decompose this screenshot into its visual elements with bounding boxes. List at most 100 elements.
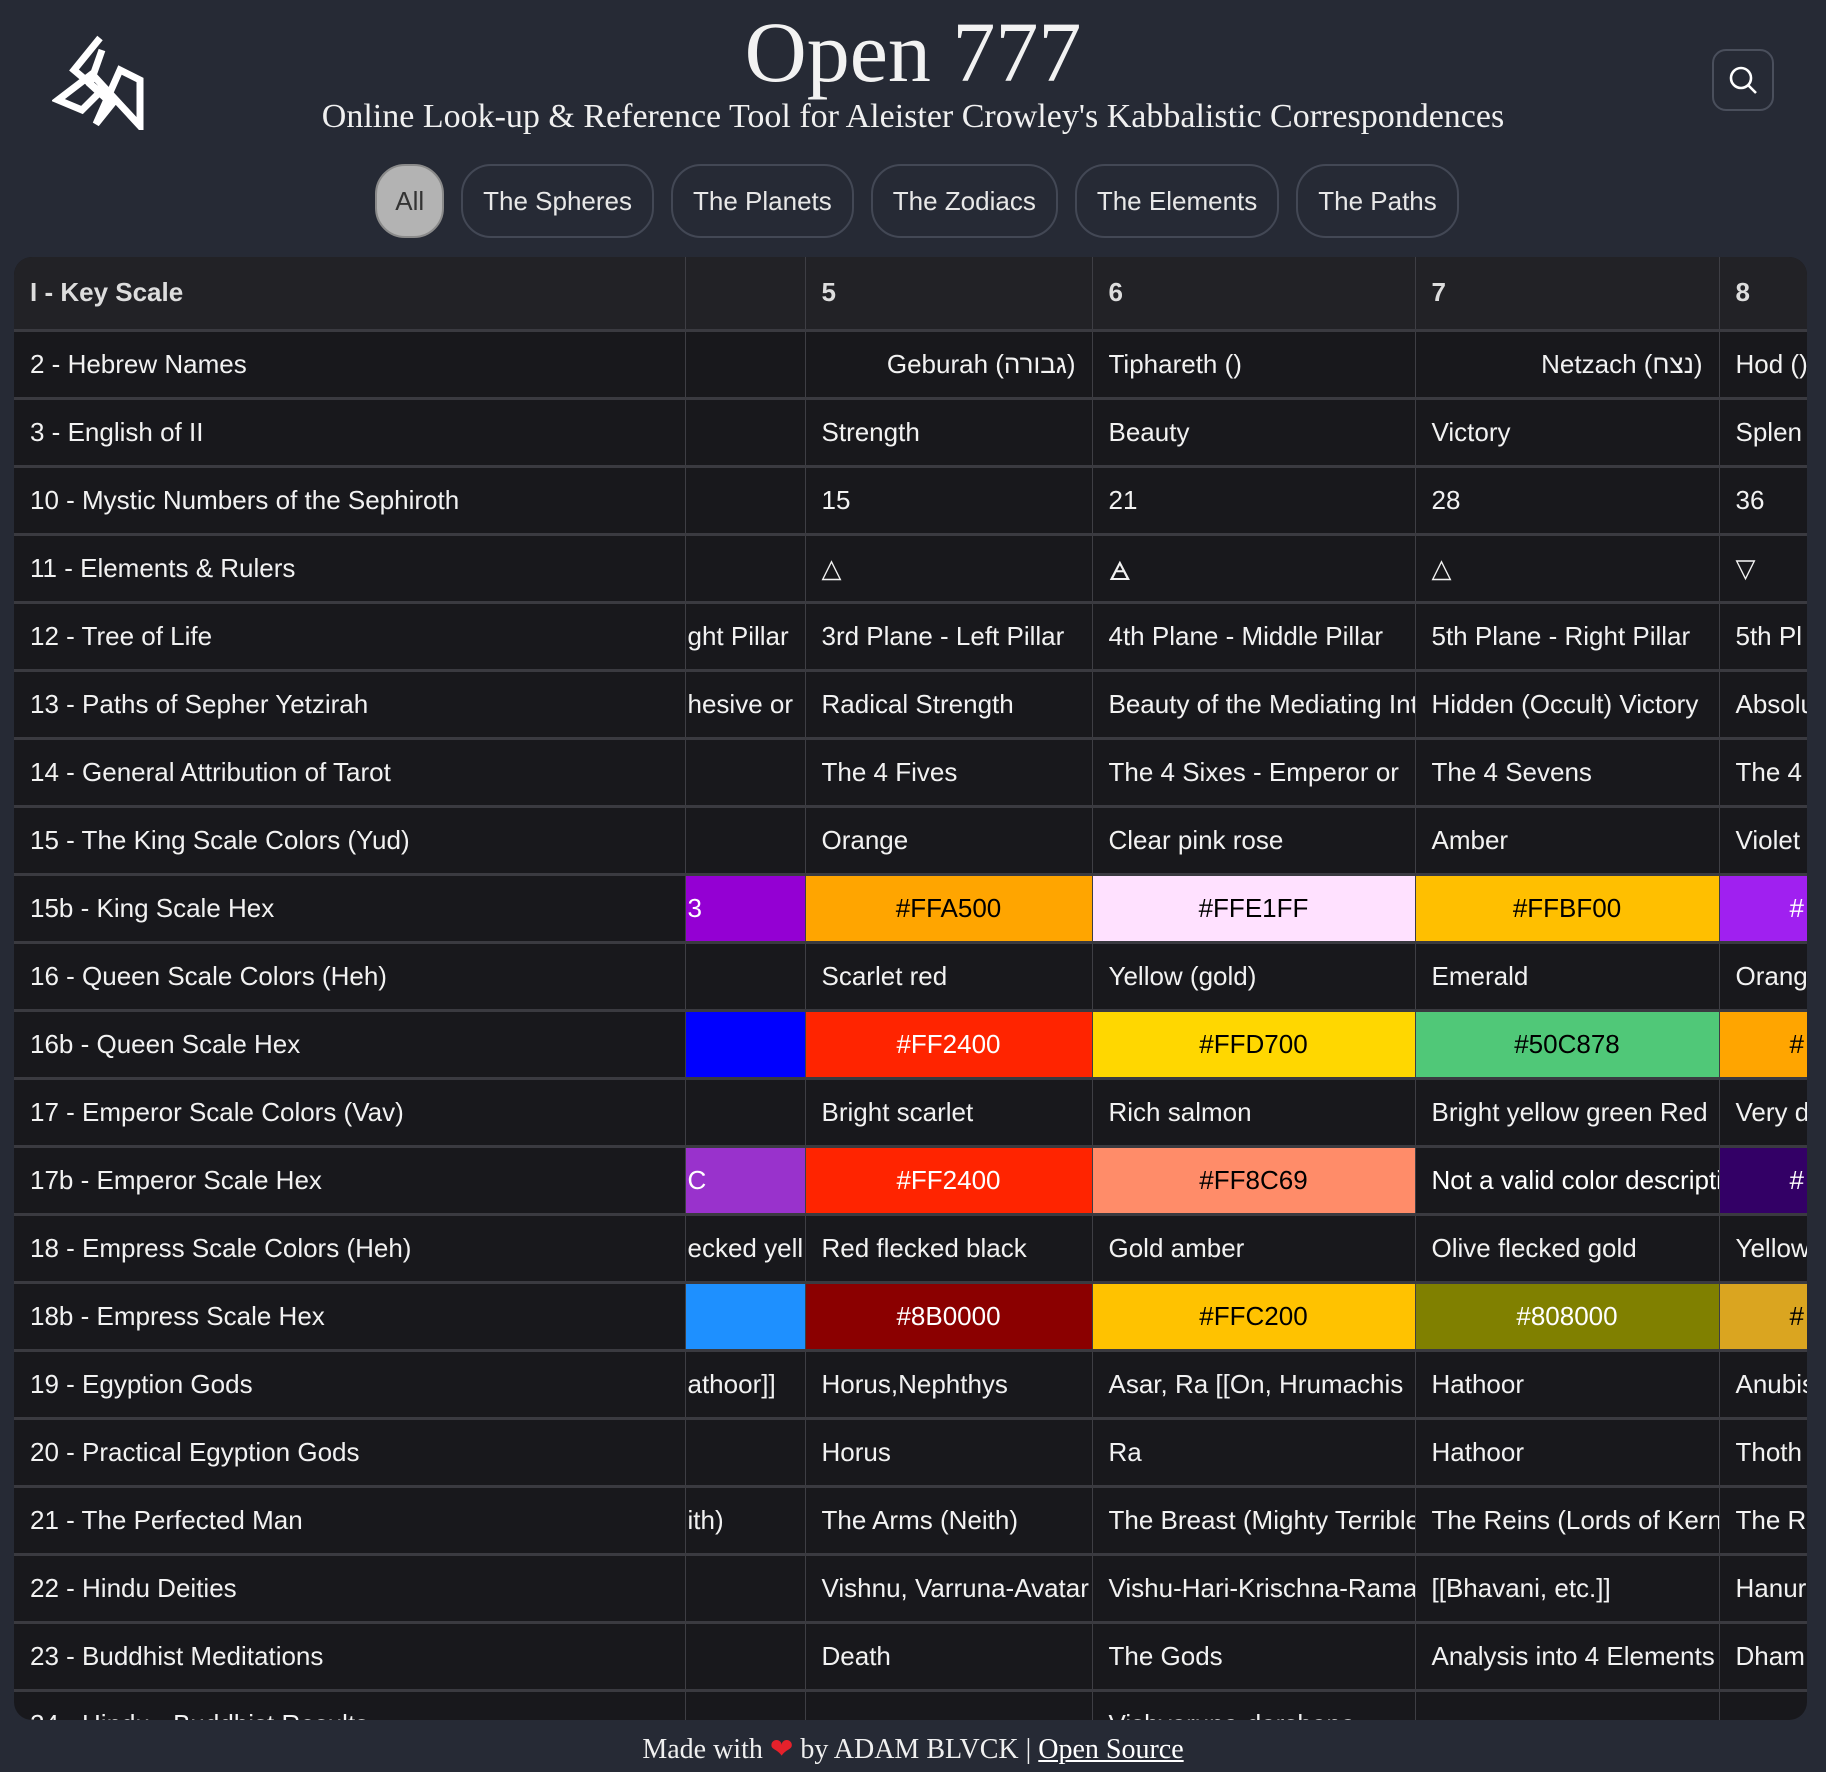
table-cell: Victory — [1414, 398, 1719, 468]
correspondence-table: I - Key Scale 5 6 7 8 2 - Hebrew Names Gebura… — [14, 257, 1807, 1720]
table-cell: Ra — [1091, 1418, 1415, 1488]
app-title: Open 777 — [744, 4, 1082, 100]
table-cell: Very d — [1718, 1078, 1807, 1148]
table-cell: Hanur — [1718, 1554, 1807, 1624]
table-cell: Hathoor — [1414, 1418, 1719, 1488]
table-cell: 15 — [804, 466, 1092, 536]
table-cell — [684, 330, 805, 400]
color-swatch-cell: #FFBF00 — [1414, 874, 1719, 944]
table-cell: The Arms (Neith) — [804, 1486, 1092, 1556]
table-row: 24 - Hindu - Buddhist Results Vishvaruna-… — [14, 1690, 1807, 1720]
tab-spheres[interactable]: The Spheres — [461, 164, 655, 238]
table-header-row: I - Key Scale 5 6 7 8 — [14, 257, 1807, 332]
color-swatch-cell: 3 — [684, 874, 805, 944]
row-label: 21 - The Perfected Man — [14, 1486, 685, 1556]
table-cell: Clear pink rose — [1091, 806, 1415, 876]
row-label: 12 - Tree of Life — [14, 602, 685, 672]
search-button[interactable] — [1712, 49, 1774, 111]
table-row: 11 - Elements & Rulers △ 🜁 △ ▽ — [14, 534, 1807, 604]
table-cell: Strength — [804, 398, 1092, 468]
table-row: 20 - Practical Egyption Gods Horus Ra Hatho… — [14, 1418, 1807, 1488]
table-cell: Vishnu, Varruna-Avatar — [804, 1554, 1092, 1624]
open-source-link[interactable]: Open Source — [1038, 1734, 1184, 1765]
row-label: 15b - King Scale Hex — [14, 874, 685, 944]
table-cell: ▽ — [1718, 534, 1807, 604]
tab-zodiacs[interactable]: The Zodiacs — [870, 164, 1058, 238]
table-cell: Amber — [1414, 806, 1719, 876]
table-cell: Vishu-Hari-Krischna-Rama — [1091, 1554, 1415, 1624]
table-row: 3 - English of II Strength Beauty Victory Sp… — [14, 398, 1807, 468]
correspondence-table-scroll[interactable]: I - Key Scale 5 6 7 8 2 - Hebrew Names Gebura… — [14, 257, 1807, 1720]
table-cell: The 4 — [1718, 738, 1807, 808]
table-cell — [1414, 1690, 1719, 1720]
color-swatch-cell: # — [1718, 874, 1807, 944]
table-row: 12 - Tree of Life ght Pillar 3rd Plane - L… — [14, 602, 1807, 672]
table-row: 15b - King Scale Hex 3 #FFA500 #FFE1FF #FFBF… — [14, 874, 1807, 944]
table-cell: Hod () — [1718, 330, 1807, 400]
footer: Made with ❤ by ADAM BLVCK | Open Source — [0, 1732, 1826, 1766]
table-cell: Death — [804, 1622, 1092, 1692]
table-cell: Dham — [1718, 1622, 1807, 1692]
row-label: 11 - Elements & Rulers — [14, 534, 685, 604]
color-swatch-cell: # — [1718, 1282, 1807, 1352]
table-cell — [684, 1690, 805, 1720]
row-label: 10 - Mystic Numbers of the Sephiroth — [14, 466, 685, 536]
table-cell: The Breast (Mighty Terrible — [1091, 1486, 1415, 1556]
table-cell: hesive or — [684, 670, 805, 740]
column-header: 8 — [1718, 257, 1807, 332]
table-row: 18b - Empress Scale Hex #8B0000 #FFC200 #80… — [14, 1282, 1807, 1352]
table-row: 14 - General Attribution of Tarot The 4 F… — [14, 738, 1807, 808]
color-swatch-cell: #8B0000 — [804, 1282, 1092, 1352]
table-cell: Geburah (גבורה) — [804, 330, 1092, 400]
table-cell — [684, 1078, 805, 1148]
row-label: 16b - Queen Scale Hex — [14, 1010, 685, 1080]
table-cell: Red flecked black — [804, 1214, 1092, 1284]
table-cell: Horus — [804, 1418, 1092, 1488]
tab-planets[interactable]: The Planets — [671, 164, 854, 238]
color-swatch-cell: #FFD700 — [1091, 1010, 1415, 1080]
table-row: 16b - Queen Scale Hex #FF2400 #FFD700 #50C8… — [14, 1010, 1807, 1080]
color-swatch-cell: # — [1718, 1146, 1807, 1216]
table-row: 19 - Egyption Gods athoor]] Horus,Nephthys… — [14, 1350, 1807, 1420]
table-row: 17b - Emperor Scale Hex C #FF2400 #FF8C69 No… — [14, 1146, 1807, 1216]
table-cell: Asar, Ra [[On, Hrumachis — [1091, 1350, 1415, 1420]
table-row: 18 - Empress Scale Colors (Heh) ecked yel… — [14, 1214, 1807, 1284]
table-row: 15 - The King Scale Colors (Yud) Orange Cl… — [14, 806, 1807, 876]
app-subtitle: Online Look-up & Reference Tool for Alei… — [321, 98, 1505, 135]
table-cell: 4th Plane - Middle Pillar — [1091, 602, 1415, 672]
row-label: 16 - Queen Scale Colors (Heh) — [14, 942, 685, 1012]
footer-made-with: Made with — [642, 1734, 763, 1765]
table-cell: The 4 Fives — [804, 738, 1092, 808]
table-cell: Hidden (Occult) Victory — [1414, 670, 1719, 740]
row-label: 2 - Hebrew Names — [14, 330, 685, 400]
row-label: 22 - Hindu Deities — [14, 1554, 685, 1624]
table-cell: The 4 Sixes - Emperor or — [1091, 738, 1415, 808]
table-cell: Orange — [804, 806, 1092, 876]
table-row: 10 - Mystic Numbers of the Sephiroth 15 21… — [14, 466, 1807, 536]
table-cell — [684, 942, 805, 1012]
table-cell: 🜁 — [1091, 534, 1415, 604]
column-header: 6 — [1091, 257, 1415, 332]
row-label: 19 - Egyption Gods — [14, 1350, 685, 1420]
table-cell — [684, 1418, 805, 1488]
search-icon — [1729, 66, 1757, 94]
table-cell: Splen — [1718, 398, 1807, 468]
table-cell: Tiphareth () — [1091, 330, 1415, 400]
color-swatch-cell: #FF2400 — [804, 1010, 1092, 1080]
table-cell: The Reins (Lords of Kerneter) — [1414, 1486, 1719, 1556]
table-cell: Radical Strength — [804, 670, 1092, 740]
column-header: 5 — [804, 257, 1092, 332]
row-label: 18b - Empress Scale Hex — [14, 1282, 685, 1352]
table-cell: Violet — [1718, 806, 1807, 876]
table-cell — [1718, 1690, 1807, 1720]
tab-elements[interactable]: The Elements — [1074, 164, 1280, 238]
color-swatch-cell: #FFC200 — [1091, 1282, 1415, 1352]
table-cell: Scarlet red — [804, 942, 1092, 1012]
table-cell: The 4 Sevens — [1414, 738, 1719, 808]
tab-paths[interactable]: The Paths — [1296, 164, 1459, 238]
row-label: 23 - Buddhist Meditations — [14, 1622, 685, 1692]
table-row: 13 - Paths of Sepher Yetzirah hesive or Ra… — [14, 670, 1807, 740]
table-cell: Hathoor — [1414, 1350, 1719, 1420]
color-swatch-cell: C — [684, 1146, 805, 1216]
tab-all[interactable]: All — [375, 164, 445, 238]
